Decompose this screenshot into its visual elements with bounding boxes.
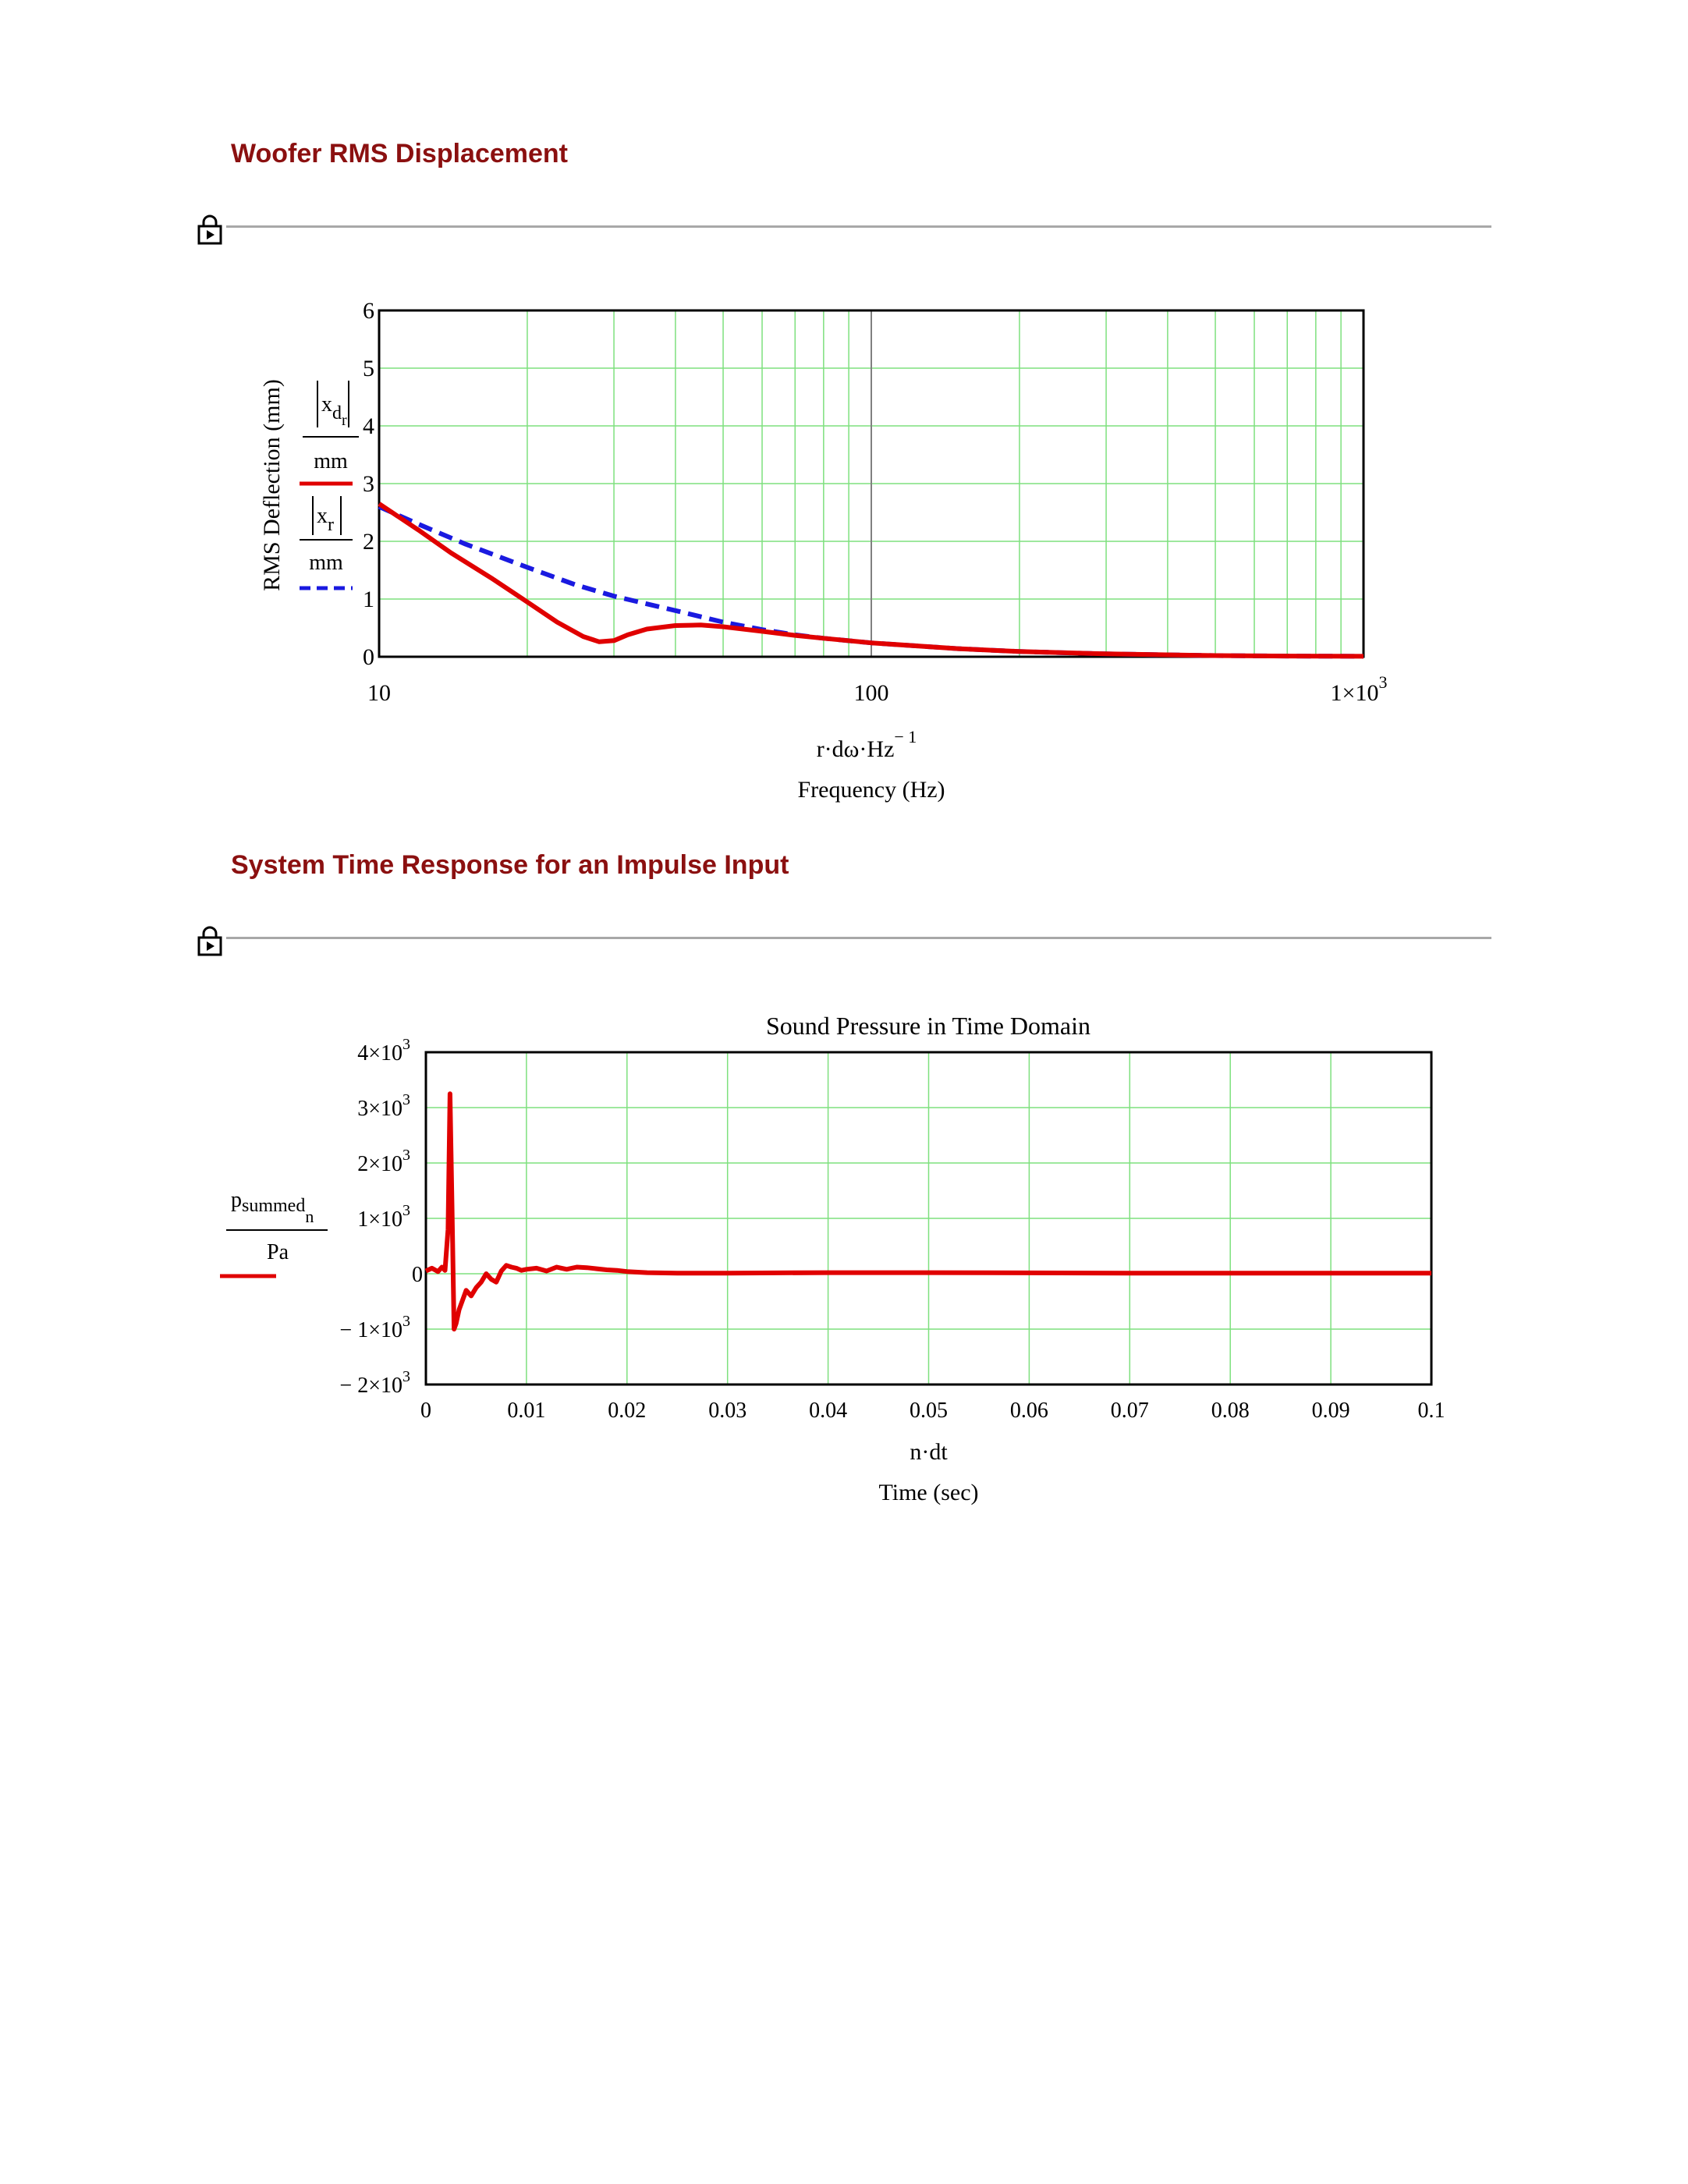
legend-denominator: mm — [309, 551, 343, 575]
legend-denominator: Pa — [267, 1240, 289, 1264]
lock-icon[interactable] — [197, 925, 223, 956]
series-line-pressure — [424, 1091, 1431, 1331]
section-title-woofer: Woofer RMS Displacement — [231, 139, 569, 168]
y-tick-label: 6 — [363, 298, 374, 324]
y-tick-label: 0 — [412, 1263, 423, 1287]
x-tick-label: 0.08 — [1211, 1399, 1250, 1423]
legend-denominator: mm — [314, 449, 348, 473]
sound-pressure-chart: Sound Pressure in Time Domain − 2×103 − 1×… — [220, 1012, 1445, 1505]
x-tick-label: 0.02 — [608, 1399, 646, 1423]
legend-numerator: psummedn — [231, 1188, 314, 1226]
y-tick-label: 0 — [363, 644, 374, 670]
y-tick-label: 2×103 — [357, 1147, 410, 1176]
y-tick-label: 2 — [363, 529, 374, 555]
lock-icon[interactable] — [197, 214, 223, 245]
y-tick-label: − 1×103 — [339, 1313, 410, 1342]
x-tick-label: 0.1 — [1418, 1399, 1445, 1423]
y-tick-label: 4 — [363, 413, 374, 439]
x-tick-label: 0.01 — [507, 1399, 545, 1423]
y-tick-label: 3 — [363, 471, 374, 497]
x-tick-label: 10 — [367, 680, 391, 706]
x-tick-label: 0 — [420, 1399, 431, 1423]
region-divider — [226, 937, 1491, 939]
y-tick-label: 1 — [363, 587, 374, 612]
x-axis-label: Time (sec) — [878, 1480, 978, 1505]
x-tick-label: 0.06 — [1010, 1399, 1048, 1423]
x-tick-label: 0.09 — [1312, 1399, 1350, 1423]
plot-frame — [424, 1051, 1433, 1386]
x-tick-label: 0.07 — [1111, 1399, 1149, 1423]
y-tick-label: 5 — [363, 356, 374, 381]
plot-frame — [378, 309, 1365, 658]
x-tick-label: 100 — [854, 680, 889, 706]
section-title-impulse: System Time Response for an Impulse Inpu… — [231, 850, 789, 880]
x-tick-label: 0.03 — [708, 1399, 746, 1423]
x-axis-expression: n·dt — [910, 1439, 948, 1465]
series-line-xd — [378, 502, 1364, 659]
y-tick-label: − 2×103 — [339, 1368, 410, 1398]
chart-title: Sound Pressure in Time Domain — [766, 1012, 1090, 1040]
x-tick-label: 0.05 — [910, 1399, 948, 1423]
y-tick-label: 3×103 — [357, 1091, 410, 1121]
x-tick-label: 0.04 — [809, 1399, 847, 1423]
x-axis-label: Frequency (Hz) — [797, 777, 945, 803]
y-tick-label: 1×103 — [357, 1202, 410, 1232]
y-axis-label: RMS Deflection (mm) — [259, 379, 285, 591]
y-tick-label: 4×103 — [357, 1036, 410, 1065]
region-divider — [226, 225, 1491, 228]
